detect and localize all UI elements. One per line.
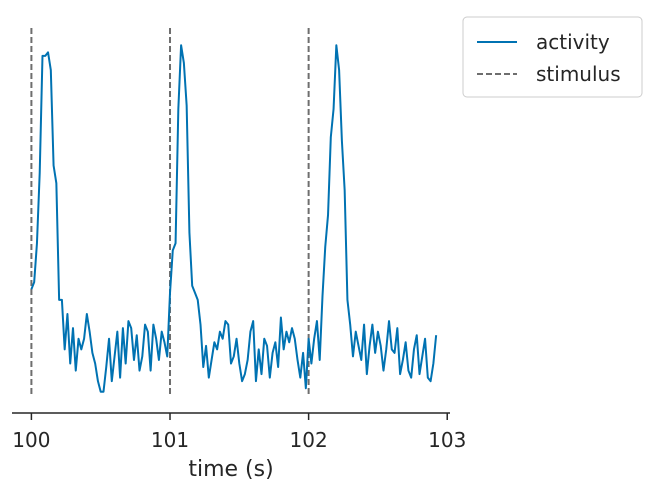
activity-line (30, 44, 438, 393)
x-tick-label: 102 (290, 428, 328, 452)
x-tick-label: 101 (151, 428, 189, 452)
legend: activity stimulus (462, 16, 643, 98)
legend-label-activity: activity (536, 30, 610, 54)
x-tick-label: 100 (12, 428, 50, 452)
x-tick-label: 103 (428, 428, 466, 452)
activity-line-group (30, 44, 438, 393)
stimulus-lines (30, 28, 310, 396)
legend-frame (462, 16, 643, 98)
legend-label-stimulus: stimulus (536, 62, 621, 86)
x-axis: 100 101 102 103 (12, 412, 466, 452)
x-axis-label: time (s) (188, 457, 273, 482)
